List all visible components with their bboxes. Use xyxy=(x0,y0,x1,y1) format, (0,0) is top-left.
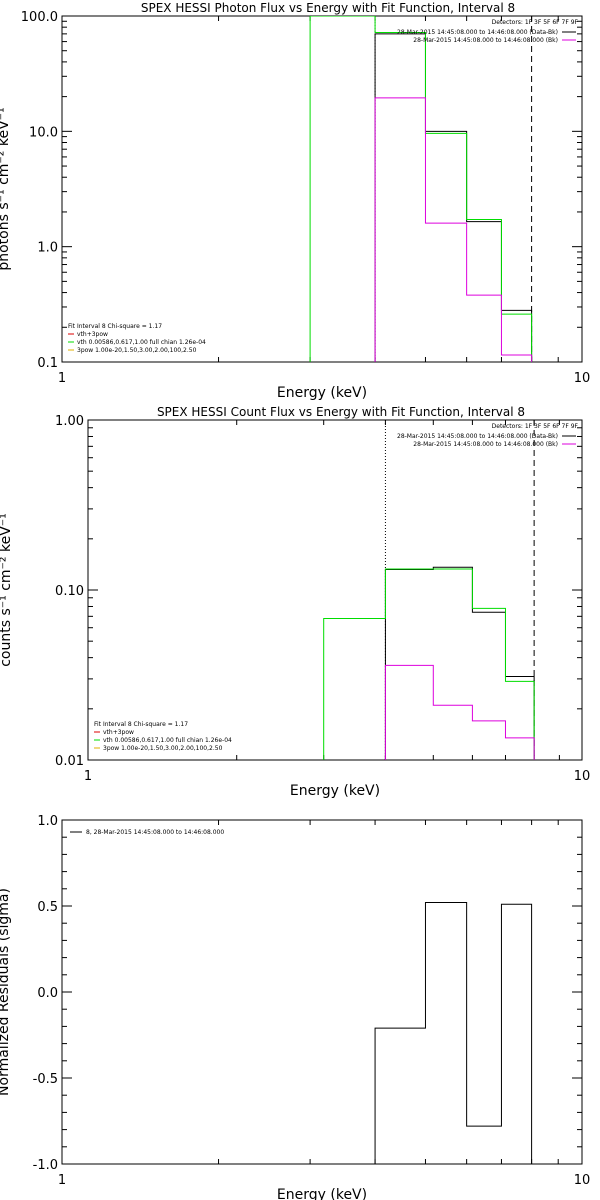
panel-2: 1 10 0.01 0.10 1.00 SPEX HESSI Count Flux vs … xyxy=(0,405,590,799)
panel-1: 1 10 0.1 1.0 10.0 100.0 SPEX HESSI Photon Flux… xyxy=(0,1,590,401)
series-black-histogram xyxy=(374,33,533,362)
x-tick-label: 1 xyxy=(84,769,92,784)
legend-label: 28-Mar-2015 14:45:08.000 to 14:46:08.000… xyxy=(397,29,558,36)
x-axis-label: Energy (keV) xyxy=(277,385,367,401)
legend-label: vth 0.00586,0.617,1.00 full chian 1.26e-… xyxy=(77,339,206,346)
panel-3: 1 10 -1.0 -0.5 0.0 0.5 1.0 Energy (keV) Normaliz… xyxy=(0,814,590,1200)
y-tick-label: 0.0 xyxy=(37,986,58,1001)
series-green-histogram xyxy=(309,16,533,362)
data-area xyxy=(309,16,533,362)
legend-label: vth+3pow xyxy=(103,729,134,736)
series-black-histogram xyxy=(384,566,535,760)
y-tick-label: -0.5 xyxy=(33,1072,58,1087)
x-tick-label: 1 xyxy=(58,371,66,386)
x-axis-label: Energy (keV) xyxy=(277,1187,367,1200)
y-tick-label: 0.10 xyxy=(55,584,84,599)
y-axis-label: counts s⁻¹ cm⁻² keV⁻¹ xyxy=(0,513,14,667)
chart-title: SPEX HESSI Photon Flux vs Energy with Fi… xyxy=(141,1,515,15)
legend-label: vth+3pow xyxy=(77,331,108,338)
series-magenta-histogram xyxy=(374,97,533,362)
x-tick-label: 10 xyxy=(574,371,591,386)
legend-label: vth 0.00586,0.617,1.00 full chian 1.26e-… xyxy=(103,737,232,744)
y-tick-label: 0.01 xyxy=(55,754,84,769)
legend-label: 28-Mar-2015 14:45:08.000 to 14:46:08.000… xyxy=(413,37,558,44)
x-tick-label: 10 xyxy=(574,1173,591,1188)
legend-label: 8, 28-Mar-2015 14:45:08.000 to 14:46:08.… xyxy=(86,829,224,836)
legend-label: 28-Mar-2015 14:45:08.000 to 14:46:08.000… xyxy=(413,441,558,448)
legend-label: 3pow 1.00e-20,1.50,3.00,2.00,100,2.50 xyxy=(77,347,197,354)
series-green-histogram xyxy=(323,568,535,760)
x-axis-label: Energy (keV) xyxy=(290,783,380,799)
y-tick-label: 1.0 xyxy=(37,814,58,829)
series-black-histogram xyxy=(374,902,533,1164)
legend-detectors: Detectors: 1F 3F 5F 6F 7F 9F xyxy=(492,19,579,26)
x-tick-label: 10 xyxy=(574,769,591,784)
series-magenta-histogram xyxy=(384,664,535,760)
y-tick-label: 1.0 xyxy=(37,241,58,256)
y-tick-label: 1.00 xyxy=(55,414,84,429)
y-axis-label: Normalized Residuals (sigma) xyxy=(0,888,12,1096)
y-tick-label: -1.0 xyxy=(33,1158,58,1173)
y-tick-label: 0.5 xyxy=(37,900,58,915)
x-tick-label: 1 xyxy=(58,1173,66,1188)
legend-label: 28-Mar-2015 14:45:08.000 to 14:46:08.000… xyxy=(397,433,558,440)
y-tick-label: 100.0 xyxy=(21,10,58,25)
legend-detectors: Detectors: 1F 3F 5F 6F 7F 9F xyxy=(492,423,579,430)
data-area xyxy=(323,420,535,760)
legend-label: Fit Interval 8 Chi-square = 1.17 xyxy=(68,323,162,330)
legend-label: Fit Interval 8 Chi-square = 1.17 xyxy=(94,721,188,728)
chart-title: SPEX HESSI Count Flux vs Energy with Fit… xyxy=(157,405,525,419)
plot-frame xyxy=(61,819,583,1165)
data-area xyxy=(374,902,533,1164)
y-axis-label: photons s⁻¹ cm⁻² keV⁻¹ xyxy=(0,107,12,270)
y-tick-label: 10.0 xyxy=(29,125,58,140)
legend-label: 3pow 1.00e-20,1.50,3.00,2.00,100,2.50 xyxy=(103,745,223,752)
y-tick-label: 0.1 xyxy=(37,356,58,371)
plot-frame xyxy=(87,419,583,761)
